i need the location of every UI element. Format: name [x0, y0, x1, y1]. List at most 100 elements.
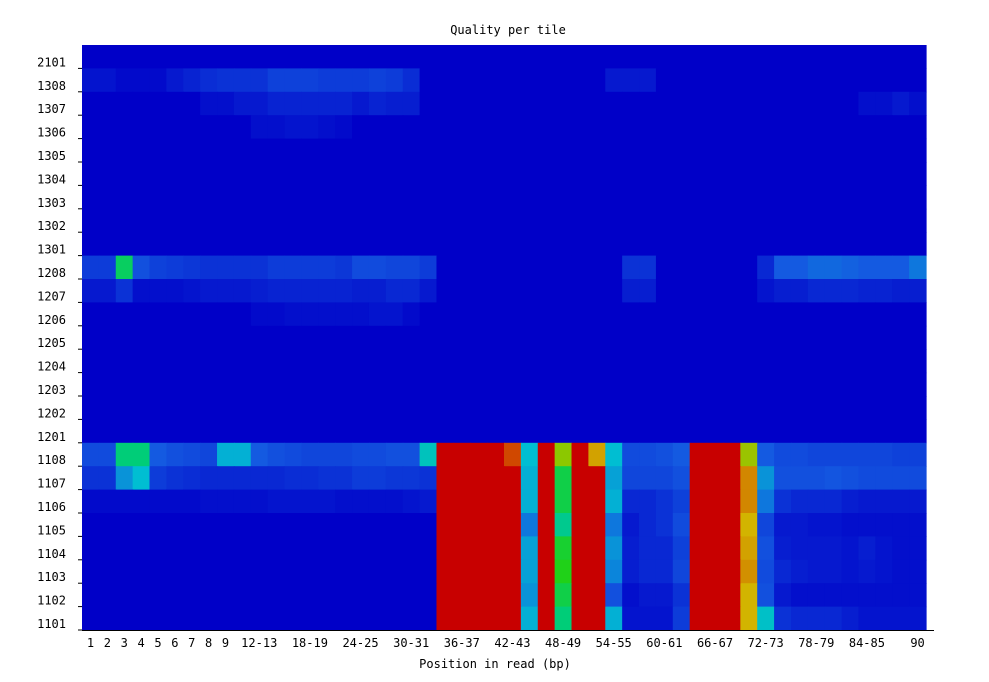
heatmap-cell — [655, 279, 674, 303]
heatmap-cell — [470, 583, 488, 608]
heatmap-cell — [740, 208, 758, 233]
heatmap-cell — [149, 45, 167, 69]
heatmap-cell — [520, 115, 539, 140]
heatmap-cell — [740, 45, 758, 69]
heatmap-cell — [672, 162, 691, 186]
heatmap-cell — [217, 489, 235, 514]
heatmap-cell — [571, 68, 589, 93]
heatmap-cell — [368, 583, 387, 608]
heatmap-cell — [588, 442, 606, 467]
heatmap-cell — [858, 162, 876, 186]
y-tick-label: 1106 — [37, 500, 66, 514]
heatmap-cell — [419, 606, 438, 631]
heatmap-cell — [655, 208, 674, 233]
heatmap-cell — [875, 442, 893, 467]
heatmap-cell — [655, 255, 674, 280]
heatmap-cell — [807, 442, 826, 467]
heatmap-cell — [217, 442, 235, 467]
heatmap-cell — [892, 185, 910, 210]
heatmap-cell — [706, 559, 725, 584]
heatmap-cell — [115, 162, 134, 186]
heatmap-cell — [790, 536, 809, 561]
heatmap-cell — [98, 185, 117, 210]
heatmap-cell — [132, 536, 151, 561]
heatmap-cell — [436, 489, 454, 514]
heatmap-cell — [301, 162, 319, 186]
heatmap-cell — [774, 185, 792, 210]
heatmap-cell — [233, 325, 252, 350]
heatmap-cell — [605, 419, 623, 444]
heatmap-cell — [166, 91, 184, 116]
heatmap-cell — [858, 536, 876, 561]
heatmap-cell — [335, 115, 353, 140]
heatmap-cell — [301, 185, 319, 210]
heatmap-cell — [554, 536, 573, 561]
x-tick-label: 2 — [104, 636, 111, 650]
heatmap-cell — [858, 91, 876, 116]
heatmap-cell — [352, 536, 370, 561]
heatmap-cell — [571, 208, 589, 233]
heatmap-cell — [757, 91, 775, 116]
heatmap-cell — [841, 349, 860, 374]
heatmap-cell — [470, 232, 488, 257]
heatmap-cell — [875, 185, 893, 210]
heatmap-cell — [166, 138, 184, 163]
heatmap-cell — [487, 68, 505, 93]
heatmap-cell — [655, 372, 674, 397]
heatmap-cell — [284, 489, 303, 514]
heatmap-cell — [858, 466, 876, 491]
heatmap-cell — [487, 162, 505, 186]
heatmap-cell — [807, 536, 826, 561]
heatmap-cell — [267, 45, 286, 69]
heatmap-cell — [335, 513, 353, 537]
heatmap-cell — [318, 255, 336, 280]
heatmap-cell — [655, 232, 674, 257]
heatmap-cell — [149, 279, 167, 303]
y-tick-label: 1102 — [37, 594, 66, 608]
heatmap-cell — [655, 606, 674, 631]
heatmap-cell — [790, 302, 809, 327]
y-tick-label: 1301 — [37, 243, 66, 257]
heatmap-cell — [250, 559, 269, 584]
heatmap-cell — [335, 536, 353, 561]
heatmap-cell — [166, 606, 184, 631]
heatmap-cell — [824, 68, 843, 93]
heatmap-cell — [672, 325, 691, 350]
heatmap-cell — [807, 279, 826, 303]
heatmap-cell — [233, 559, 252, 584]
heatmap-cell — [537, 45, 556, 69]
heatmap-cell — [284, 138, 303, 163]
heatmap-cell — [537, 68, 556, 93]
heatmap-cell — [453, 419, 471, 444]
heatmap-cell — [419, 91, 438, 116]
heatmap-cell — [757, 396, 775, 420]
heatmap-cell — [672, 466, 691, 491]
heatmap-cell — [284, 45, 303, 69]
heatmap-cell — [689, 45, 708, 69]
heatmap-cell — [757, 68, 775, 93]
heatmap-cell — [115, 208, 134, 233]
heatmap-cell — [352, 68, 370, 93]
heatmap-cell — [639, 325, 657, 350]
heatmap-cell — [301, 115, 319, 140]
heatmap-cell — [166, 279, 184, 303]
heatmap-cell — [419, 68, 438, 93]
heatmap-cell — [436, 302, 454, 327]
heatmap-cell — [605, 349, 623, 374]
heatmap-cell — [807, 559, 826, 584]
heatmap-cell — [402, 583, 421, 608]
heatmap-cell — [639, 115, 657, 140]
heatmap-cell — [723, 185, 741, 210]
heatmap-cell — [318, 91, 336, 116]
heatmap-cells — [82, 45, 927, 631]
heatmap-cell — [689, 91, 708, 116]
heatmap-cell — [233, 583, 252, 608]
heatmap-cell — [402, 255, 421, 280]
x-tick-label: 7 — [188, 636, 195, 650]
heatmap-cell — [757, 559, 775, 584]
heatmap-cell — [115, 536, 134, 561]
heatmap-cell — [622, 325, 640, 350]
heatmap-cell — [554, 185, 573, 210]
heatmap-cell — [841, 232, 860, 257]
heatmap-cell — [233, 536, 252, 561]
